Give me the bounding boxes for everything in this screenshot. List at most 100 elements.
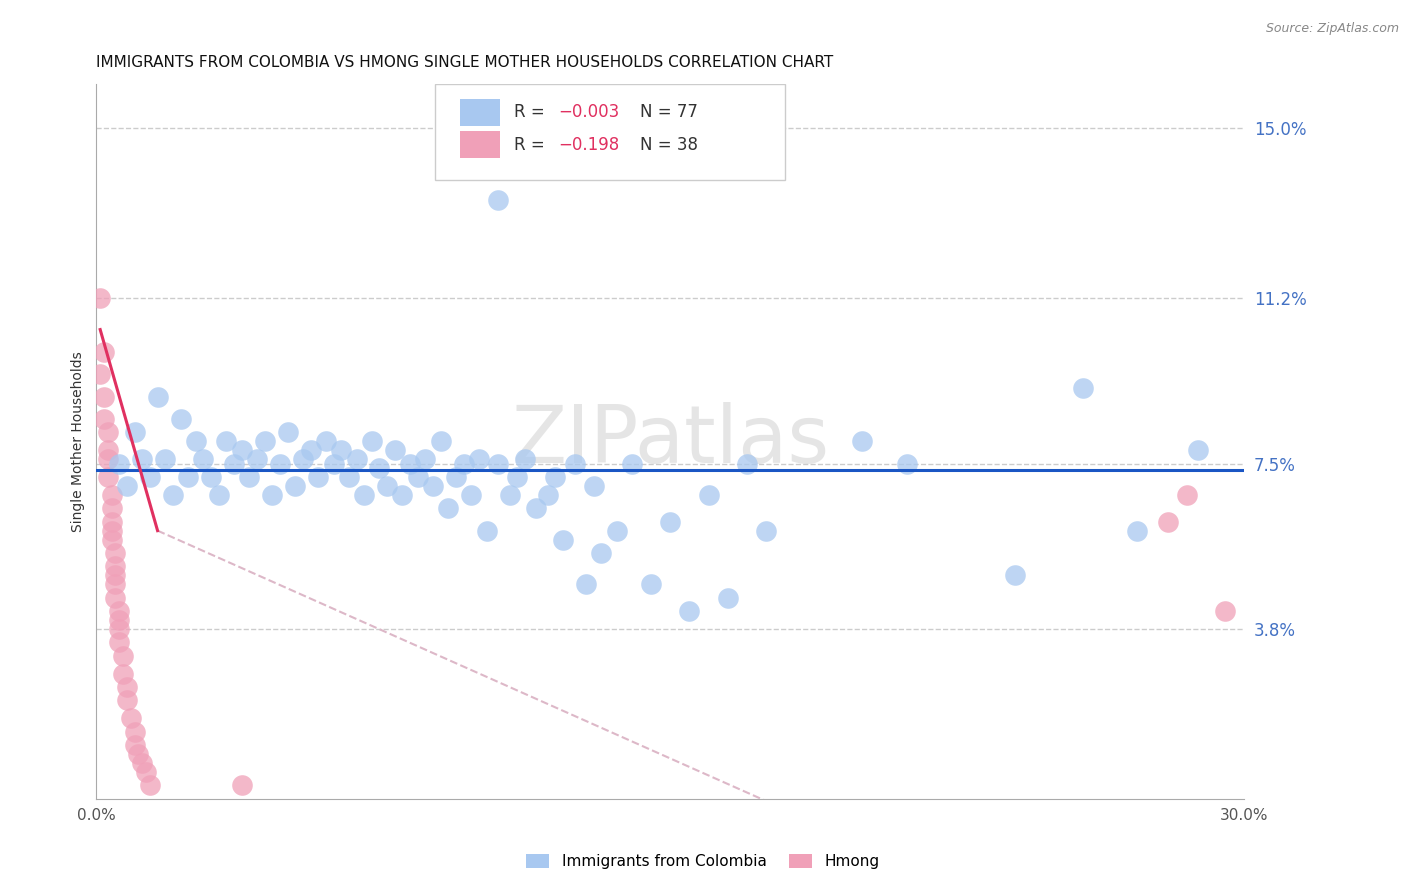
- Point: [1073, 381, 1095, 395]
- Text: R =: R =: [515, 136, 550, 153]
- Point: [606, 524, 628, 538]
- Legend: R =  −0.003   N = 77, R =  −0.198   N = 38: R = −0.003 N = 77, R = −0.198 N = 38: [454, 99, 685, 162]
- Point: [200, 470, 222, 484]
- Point: [135, 764, 157, 779]
- Point: [284, 479, 307, 493]
- Point: [184, 434, 207, 449]
- FancyBboxPatch shape: [460, 99, 501, 126]
- Point: [1126, 524, 1149, 538]
- Point: [131, 756, 153, 770]
- Point: [231, 443, 253, 458]
- Point: [553, 533, 575, 547]
- Point: [1175, 488, 1198, 502]
- FancyBboxPatch shape: [460, 131, 501, 158]
- Point: [215, 434, 238, 449]
- Point: [375, 479, 398, 493]
- Point: [97, 443, 120, 458]
- Point: [262, 488, 284, 502]
- Point: [155, 452, 177, 467]
- Point: [851, 434, 873, 449]
- Point: [238, 470, 260, 484]
- Point: [104, 591, 127, 605]
- Point: [368, 461, 391, 475]
- Point: [124, 425, 146, 440]
- Point: [231, 778, 253, 792]
- Point: [108, 457, 131, 471]
- Point: [717, 591, 740, 605]
- Point: [498, 488, 520, 502]
- Point: [444, 470, 467, 484]
- Text: R =: R =: [515, 103, 550, 121]
- Point: [659, 515, 682, 529]
- Point: [460, 488, 482, 502]
- Point: [193, 452, 215, 467]
- Point: [124, 724, 146, 739]
- Point: [100, 524, 122, 538]
- Text: −0.198: −0.198: [558, 136, 619, 153]
- Point: [486, 193, 509, 207]
- Point: [544, 470, 567, 484]
- Point: [513, 452, 536, 467]
- Point: [486, 457, 509, 471]
- Point: [162, 488, 184, 502]
- Point: [1156, 515, 1178, 529]
- Point: [139, 778, 162, 792]
- Point: [575, 577, 598, 591]
- Point: [315, 434, 337, 449]
- Point: [89, 291, 111, 305]
- Point: [307, 470, 329, 484]
- Point: [253, 434, 276, 449]
- Point: [222, 457, 245, 471]
- Point: [640, 577, 662, 591]
- Text: N = 77: N = 77: [640, 103, 699, 121]
- Point: [429, 434, 451, 449]
- Text: ZIPatlas: ZIPatlas: [512, 402, 830, 480]
- Point: [564, 457, 586, 471]
- Point: [437, 501, 460, 516]
- Point: [384, 443, 406, 458]
- Point: [1187, 443, 1209, 458]
- Point: [97, 452, 120, 467]
- Point: [246, 452, 269, 467]
- Legend: Immigrants from Colombia, Hmong: Immigrants from Colombia, Hmong: [520, 848, 886, 875]
- Text: −0.003: −0.003: [558, 103, 619, 121]
- Point: [108, 635, 131, 649]
- Text: Source: ZipAtlas.com: Source: ZipAtlas.com: [1265, 22, 1399, 36]
- Point: [399, 457, 422, 471]
- Point: [591, 546, 613, 560]
- Point: [277, 425, 299, 440]
- Point: [115, 693, 138, 707]
- Point: [108, 613, 131, 627]
- Point: [337, 470, 360, 484]
- Point: [100, 501, 122, 516]
- Point: [1213, 604, 1236, 618]
- Point: [127, 747, 149, 761]
- Point: [208, 488, 231, 502]
- Point: [353, 488, 375, 502]
- Point: [108, 604, 131, 618]
- Point: [621, 457, 644, 471]
- Point: [299, 443, 322, 458]
- Point: [453, 457, 475, 471]
- Point: [269, 457, 291, 471]
- Point: [506, 470, 529, 484]
- Point: [169, 412, 191, 426]
- Text: N = 38: N = 38: [640, 136, 699, 153]
- Point: [582, 479, 605, 493]
- Point: [93, 345, 115, 359]
- FancyBboxPatch shape: [434, 84, 785, 180]
- Point: [360, 434, 382, 449]
- Point: [146, 390, 169, 404]
- Point: [131, 452, 153, 467]
- Point: [124, 738, 146, 752]
- Point: [415, 452, 437, 467]
- Point: [100, 533, 122, 547]
- Point: [104, 577, 127, 591]
- Point: [108, 622, 131, 636]
- Point: [115, 479, 138, 493]
- Point: [735, 457, 758, 471]
- Point: [177, 470, 200, 484]
- Point: [678, 604, 700, 618]
- Point: [139, 470, 162, 484]
- Point: [755, 524, 778, 538]
